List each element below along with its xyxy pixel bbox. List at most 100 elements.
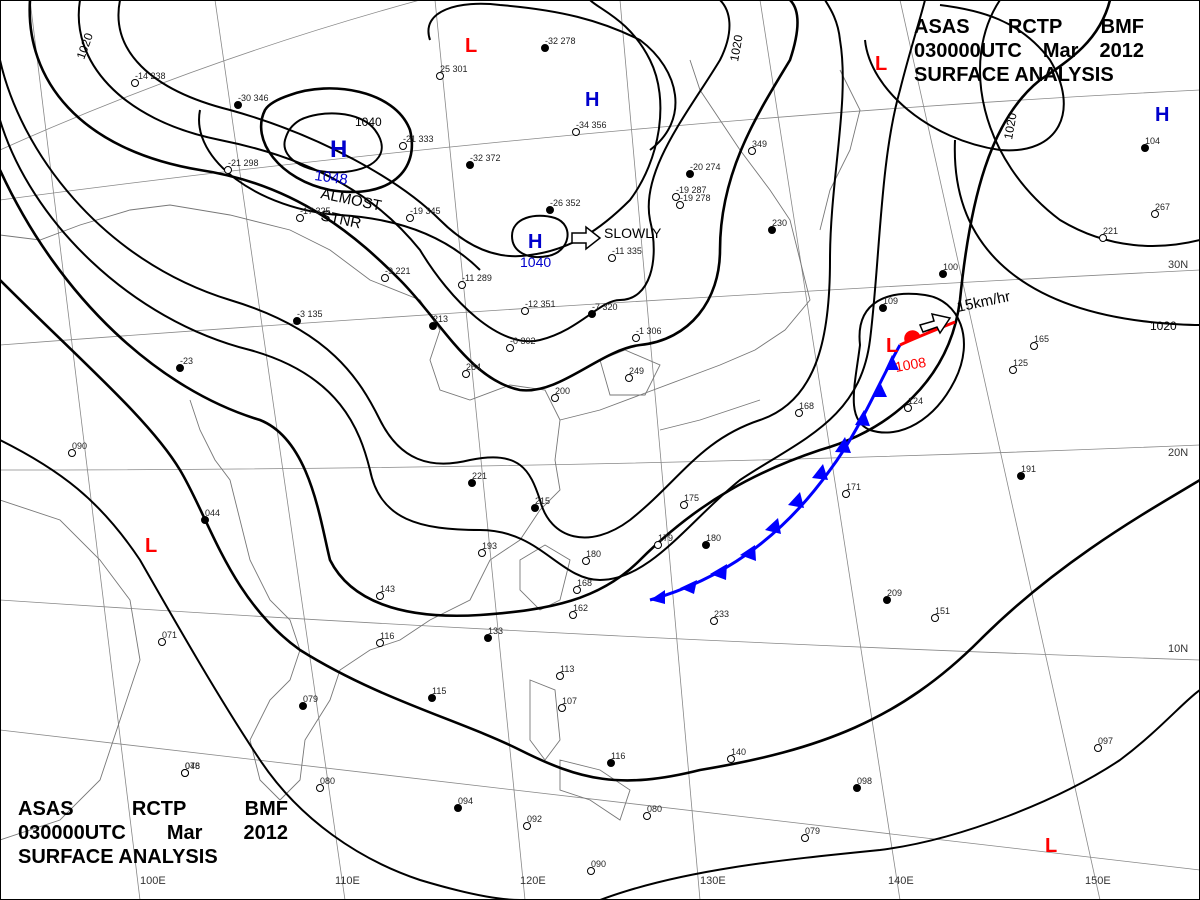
station-marker (748, 147, 756, 155)
station-marker (468, 479, 476, 487)
station-marker (68, 449, 76, 457)
station-marker (316, 784, 324, 792)
front-barb (855, 410, 870, 426)
header-product: SURFACE ANALYSIS (914, 64, 1114, 86)
station-value: 079 (805, 826, 820, 836)
coastlines (0, 59, 861, 841)
station-value: 080 (647, 804, 662, 814)
station-value: 113 (560, 664, 574, 674)
station-marker (296, 214, 304, 222)
station-value: -19 345 (410, 206, 441, 216)
station-value: 264 (466, 362, 481, 372)
header-time: 2012 (243, 822, 288, 844)
station-value: 221 (472, 471, 487, 481)
station-value: 090 (72, 441, 87, 451)
station-value: -21 298 (228, 158, 259, 168)
station-value: 168 (577, 578, 592, 588)
station-marker (201, 516, 209, 524)
lon-label: 130E (700, 875, 726, 887)
header-time: 030000UTC (18, 822, 126, 844)
front-barb (650, 590, 665, 604)
high-center-1048: H (330, 136, 347, 163)
station-value: 162 (573, 603, 588, 613)
station-value: 080 (320, 776, 335, 786)
isobar-label: 1020 (727, 33, 745, 62)
station-marker (462, 370, 470, 378)
station-marker (466, 161, 474, 169)
station-value: 171 (846, 482, 861, 492)
station-value: 168 (799, 401, 814, 411)
station-value: 349 (752, 139, 767, 149)
station-marker (158, 638, 166, 646)
station-value: -7 320 (592, 302, 618, 312)
station-marker (458, 281, 466, 289)
station-marker (1094, 744, 1102, 752)
station-marker (234, 101, 242, 109)
station-marker (376, 592, 384, 600)
station-value: -26 352 (550, 198, 581, 208)
station-value: 133 (488, 626, 503, 636)
station-value: 230 (772, 218, 787, 228)
isobar-label: 1020 (1150, 319, 1177, 333)
station-marker (376, 639, 384, 647)
station-marker (853, 784, 861, 792)
station-marker (224, 166, 232, 174)
front-barb (765, 518, 781, 534)
front-barb (680, 580, 697, 594)
station-marker (381, 274, 389, 282)
station-value: 116 (380, 631, 394, 641)
station-value: 097 (1098, 736, 1113, 746)
station-value: 213 (433, 314, 448, 324)
pressure-centers: H 1048 H 1040 H H L 1008 L L L L (145, 35, 1169, 857)
station-plots: -32 278 25 301 -14 238 -30 346 -21 333 -21 29… (68, 36, 1170, 875)
station-value: -32 278 (545, 36, 576, 46)
front-barb (788, 492, 804, 508)
station-marker (573, 586, 581, 594)
station-value: 249 (629, 366, 644, 376)
lon-label: 140E (888, 875, 914, 887)
station-value: 180 (706, 533, 721, 543)
station-marker (556, 672, 564, 680)
station-value: 200 (555, 386, 570, 396)
station-value: 098 (857, 776, 872, 786)
station-marker (607, 759, 615, 767)
station-value: 092 (527, 814, 542, 824)
low-center-1008: L (886, 335, 898, 357)
motion-label: SLOWLY (604, 225, 662, 241)
lon-label: 110E (335, 875, 360, 887)
header-time: Mar (1042, 40, 1079, 62)
station-marker (643, 812, 651, 820)
station-marker (551, 394, 559, 402)
lon-label: 100E (140, 875, 166, 887)
station-value: 044 (205, 508, 220, 518)
station-value: -1 306 (636, 326, 662, 336)
station-value: 094 (458, 796, 473, 806)
header-agency: RCTP (1007, 16, 1063, 38)
motion-arrows (571, 225, 952, 335)
station-value: 267 (1155, 202, 1170, 212)
station-value: -19 278 (680, 193, 711, 203)
station-value: -34 356 (576, 120, 607, 130)
station-marker (676, 201, 684, 209)
station-marker (436, 72, 444, 80)
station-value: 079 (303, 694, 318, 704)
station-marker (680, 501, 688, 509)
header-product: SURFACE ANALYSIS (18, 846, 218, 868)
low-center-northeast: L (875, 53, 887, 75)
station-value: 071 (162, 630, 177, 640)
station-value: 143 (380, 584, 395, 594)
station-value: 048 (185, 761, 200, 771)
station-marker (904, 404, 912, 412)
station-value: 115 (432, 686, 446, 696)
station-marker (454, 804, 462, 812)
station-marker (406, 214, 414, 222)
station-marker (939, 270, 947, 278)
station-value: 090 (591, 859, 606, 869)
station-value: -23 (180, 356, 193, 366)
header-agency-row: ASAS RCTP BMF (914, 15, 1144, 39)
header-time: 2012 (1099, 40, 1144, 62)
station-marker (521, 307, 529, 315)
station-marker (428, 694, 436, 702)
